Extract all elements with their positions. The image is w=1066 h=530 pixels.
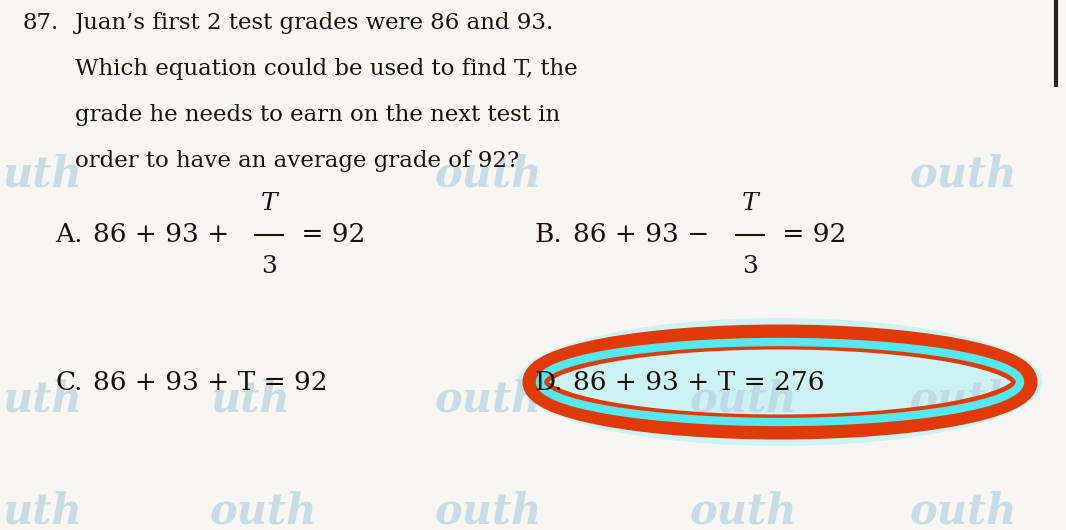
Text: 87.: 87. <box>22 12 59 34</box>
Text: B.: B. <box>535 223 563 248</box>
Text: grade he needs to earn on the next test in: grade he needs to earn on the next test … <box>75 104 560 126</box>
Text: C.: C. <box>55 369 82 394</box>
Text: outh: outh <box>435 154 543 196</box>
Text: uth: uth <box>2 379 82 421</box>
Text: 86 + 93 +: 86 + 93 + <box>93 223 238 248</box>
Text: outh: outh <box>690 491 797 530</box>
Text: Juan’s first 2 test grades were 86 and 93.: Juan’s first 2 test grades were 86 and 9… <box>75 12 554 34</box>
Text: T: T <box>261 192 277 215</box>
Text: outh: outh <box>690 379 797 421</box>
Text: order to have an average grade of 92?: order to have an average grade of 92? <box>75 150 519 172</box>
Text: 3: 3 <box>742 255 758 278</box>
Text: = 92: = 92 <box>293 223 366 248</box>
Text: 86 + 93 + T = 276: 86 + 93 + T = 276 <box>574 369 824 394</box>
Text: = 92: = 92 <box>774 223 846 248</box>
Text: outh: outh <box>910 379 1018 421</box>
Text: outh: outh <box>910 154 1018 196</box>
Text: 3: 3 <box>261 255 277 278</box>
Text: outh: outh <box>910 491 1018 530</box>
Text: 86 + 93 −: 86 + 93 − <box>574 223 717 248</box>
Text: uth: uth <box>2 154 82 196</box>
Text: uth: uth <box>210 379 290 421</box>
Text: uth: uth <box>2 491 82 530</box>
Text: A.: A. <box>55 223 82 248</box>
Text: outh: outh <box>210 491 318 530</box>
Text: Which equation could be used to find T, the: Which equation could be used to find T, … <box>75 58 578 80</box>
Text: D.: D. <box>535 369 564 394</box>
Text: outh: outh <box>435 379 543 421</box>
Text: outh: outh <box>435 491 543 530</box>
Text: 86 + 93 + T = 92: 86 + 93 + T = 92 <box>93 369 327 394</box>
Text: T: T <box>742 192 758 215</box>
Ellipse shape <box>517 318 1043 446</box>
